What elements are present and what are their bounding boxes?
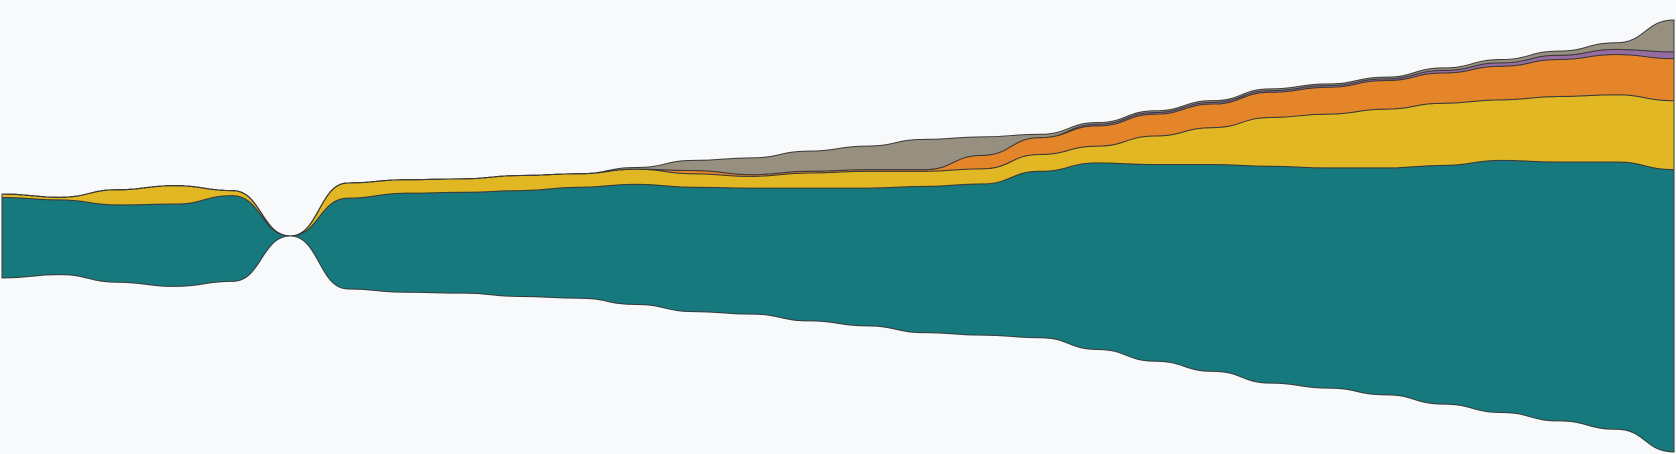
stream-layer-5: [1, 19, 1675, 237]
stream-layers: [1, 19, 1675, 453]
